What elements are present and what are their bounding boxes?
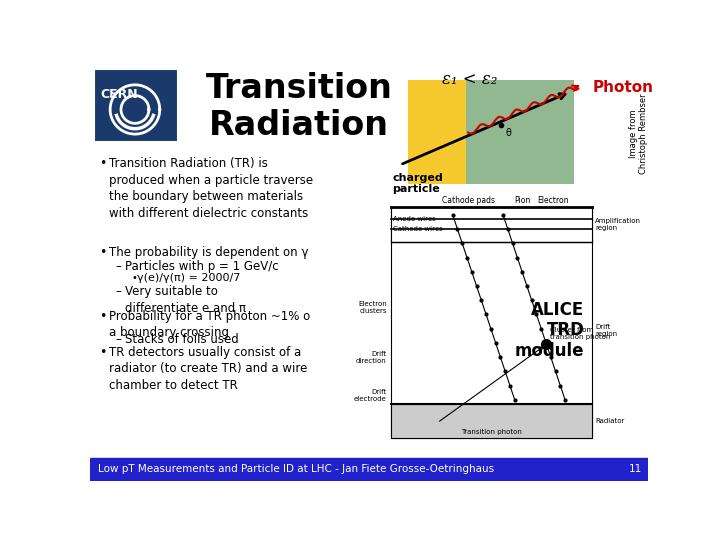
Text: CERN: CERN (101, 87, 138, 100)
Text: Image from
Christoph Rembser: Image from Christoph Rembser (629, 94, 649, 174)
Text: –: – (116, 333, 122, 346)
Text: Transition photon: Transition photon (461, 429, 522, 435)
Text: –: – (116, 285, 122, 298)
Text: Electron: Electron (538, 196, 570, 205)
Text: Low pT Measurements and Particle ID at LHC - Jan Fiete Grosse-Oetringhaus: Low pT Measurements and Particle ID at L… (98, 464, 494, 474)
Text: Anode wires: Anode wires (393, 216, 436, 222)
Text: TR detectors usually consist of a
radiator (to create TR) and a wire
chamber to : TR detectors usually consist of a radiat… (109, 346, 307, 392)
Bar (90, 457, 648, 481)
Text: ε₁ < ε₂: ε₁ < ε₂ (442, 71, 498, 88)
Text: Electron
clusters: Electron clusters (358, 301, 387, 314)
Text: Drift
electrode: Drift electrode (354, 389, 387, 402)
Text: Radiator: Radiator (595, 418, 625, 424)
Text: Pion: Pion (514, 196, 531, 205)
Text: ALICE
TRD
module: ALICE TRD module (515, 301, 585, 360)
Text: Cluster from
transition photon: Cluster from transition photon (550, 327, 611, 340)
Text: Amplification
region: Amplification region (595, 218, 642, 231)
Text: γ(e)/γ(π) = 2000/7: γ(e)/γ(π) = 2000/7 (138, 273, 240, 283)
Text: •: • (131, 273, 137, 283)
Text: Probability for a TR photon ~1% o
a boundary crossing: Probability for a TR photon ~1% o a boun… (109, 309, 310, 339)
Text: Stacks of foils used: Stacks of foils used (125, 333, 238, 346)
Text: Very suitable to
differentiate e and π: Very suitable to differentiate e and π (125, 285, 246, 314)
Text: Transition Radiation (TR) is
produced when a particle traverse
the boundary betw: Transition Radiation (TR) is produced wh… (109, 157, 313, 220)
Text: The probability is dependent on γ: The probability is dependent on γ (109, 246, 309, 259)
Bar (391, 403, 593, 438)
Bar (391, 207, 593, 242)
Text: Particles with p = 1 GeV/c: Particles with p = 1 GeV/c (125, 260, 279, 273)
Text: •: • (99, 309, 107, 323)
Text: Drift
direction: Drift direction (356, 351, 387, 364)
Text: Drift
region: Drift region (595, 324, 618, 337)
Text: charged
particle: charged particle (392, 173, 443, 194)
Text: •: • (99, 346, 107, 359)
Text: Cathode pads: Cathode pads (441, 196, 495, 205)
Text: 11: 11 (629, 464, 642, 474)
Bar (94, 69, 178, 142)
Bar (408, 80, 466, 184)
Text: –: – (116, 260, 122, 273)
Text: •: • (99, 157, 107, 170)
Text: θ: θ (505, 128, 511, 138)
Bar (391, 207, 593, 438)
Text: Cathode wires: Cathode wires (393, 226, 443, 232)
Text: Photon: Photon (593, 80, 653, 96)
Text: •: • (99, 246, 107, 259)
Bar (466, 80, 575, 184)
Text: Transition
Radiation: Transition Radiation (206, 72, 392, 143)
